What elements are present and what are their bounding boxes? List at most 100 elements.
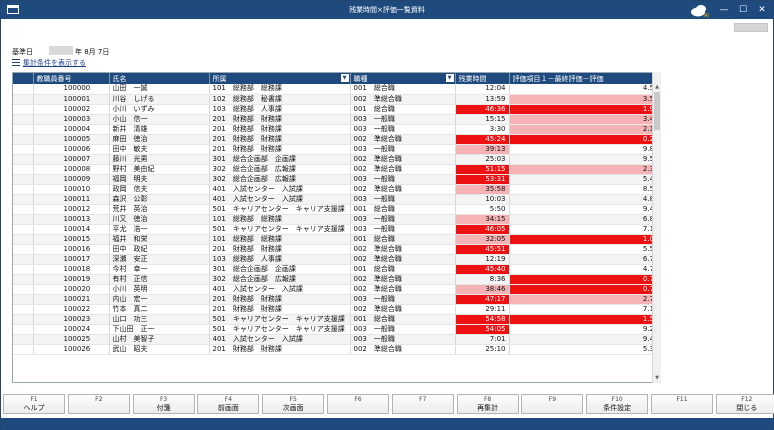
job-type-cell[interactable]: 003 一般職 xyxy=(350,194,456,205)
employee-id-cell[interactable]: 100018 xyxy=(33,264,110,275)
evaluation-cell[interactable]: 0.70 xyxy=(509,284,660,295)
table-row[interactable]: 100009 福岡 明夫 302 総合企画部 広報課 003 一般職 53:31 5.40 xyxy=(13,174,660,185)
table-row[interactable]: 100005 麻田 徳治 201 財務部 財務課 002 準総合職 45:24 0.20 xyxy=(13,134,660,145)
overtime-cell[interactable]: 15:15 xyxy=(455,114,510,125)
row-header-cell[interactable] xyxy=(13,274,34,285)
name-cell[interactable]: 山村 美智子 xyxy=(109,334,210,345)
table-row[interactable]: 100022 竹本 真二 201 財務部 財務課 002 準総合職 29:11 7.10 xyxy=(13,304,660,315)
table-row[interactable]: 100020 小川 英明 401 入試センター 入試課 002 準総合職 38:46 0.… xyxy=(13,284,660,295)
department-cell[interactable]: 101 総務部 総務課 xyxy=(209,84,351,95)
job-type-cell[interactable]: 002 準総合職 xyxy=(350,154,456,165)
job-type-cell[interactable]: 002 準総合職 xyxy=(350,244,456,255)
job-type-cell[interactable]: 001 総合職 xyxy=(350,264,456,275)
evaluation-cell[interactable]: 9.40 xyxy=(509,204,660,215)
department-cell[interactable]: 201 財務部 財務課 xyxy=(209,144,351,155)
overtime-cell[interactable]: 10:03 xyxy=(455,194,510,205)
table-row[interactable]: 100013 川又 徳治 101 総務部 総務課 003 一般職 34:15 6.80 xyxy=(13,214,660,225)
filter-dropdown-icon[interactable]: ▼ xyxy=(445,74,454,82)
row-header-cell[interactable] xyxy=(13,304,34,315)
fkey-f8-button[interactable]: F8 再集計 xyxy=(456,394,519,414)
row-header-cell[interactable] xyxy=(13,104,34,115)
overtime-cell[interactable]: 35:58 xyxy=(455,184,510,195)
table-row[interactable]: 100015 福井 和栄 101 総務部 総務課 001 総合職 32:05 1.00 xyxy=(13,234,660,245)
evaluation-cell[interactable]: 8.50 xyxy=(509,184,660,195)
fkey-f3-button[interactable]: F3 付箋 xyxy=(132,394,195,414)
name-cell[interactable]: 下山田 正一 xyxy=(109,324,210,335)
row-header-cell[interactable] xyxy=(13,204,34,215)
row-header-cell[interactable] xyxy=(13,244,34,255)
evaluation-cell[interactable]: 7.10 xyxy=(509,304,660,315)
employee-id-cell[interactable]: 100006 xyxy=(33,144,110,155)
name-cell[interactable]: 有村 正信 xyxy=(109,274,210,285)
overtime-cell[interactable]: 25:03 xyxy=(455,154,510,165)
name-cell[interactable]: 小山 信一 xyxy=(109,114,210,125)
job-type-cell[interactable]: 003 一般職 xyxy=(350,124,456,135)
evaluation-cell[interactable]: 2.70 xyxy=(509,294,660,305)
table-row[interactable]: 100001 川谷 しげる 102 総務部 秘書課 002 準総合職 13:59 3.50 xyxy=(13,94,660,105)
table-row[interactable]: 100025 山村 美智子 401 入試センター 入試課 003 一般職 7:01 9.4… xyxy=(13,334,660,345)
name-cell[interactable]: 竹本 真二 xyxy=(109,304,210,315)
name-cell[interactable]: 今村 幸一 xyxy=(109,264,210,275)
employee-id-cell[interactable]: 100012 xyxy=(33,204,110,215)
row-header-cell[interactable] xyxy=(13,184,34,195)
filter-dropdown-icon[interactable]: ▼ xyxy=(340,74,349,82)
name-cell[interactable]: 深瀬 安正 xyxy=(109,254,210,265)
row-header-cell[interactable] xyxy=(13,94,34,105)
name-cell[interactable]: 藤川 光男 xyxy=(109,154,210,165)
job-type-cell[interactable]: 002 準総合職 xyxy=(350,164,456,175)
table-row[interactable]: 100006 田中 敏夫 201 財務部 財務課 003 一般職 39:13 9.80 xyxy=(13,144,660,155)
header-department[interactable]: 所属 ▼ xyxy=(209,73,351,84)
overtime-cell[interactable]: 54:05 xyxy=(455,324,510,335)
table-row[interactable]: 100016 田中 政紀 201 財務部 財務課 002 準総合職 45:51 5.50 xyxy=(13,244,660,255)
employee-id-cell[interactable]: 100015 xyxy=(33,234,110,245)
job-type-cell[interactable]: 002 準総合職 xyxy=(350,184,456,195)
table-row[interactable]: 100008 野村 美由紀 302 総合企画部 広報課 002 準総合職 51:15 2.… xyxy=(13,164,660,175)
row-header-cell[interactable] xyxy=(13,224,34,235)
department-cell[interactable]: 201 財務部 財務課 xyxy=(209,134,351,145)
name-cell[interactable]: 田中 政紀 xyxy=(109,244,210,255)
department-cell[interactable]: 501 キャリアセンター キャリア支援課 xyxy=(209,224,351,235)
job-type-cell[interactable]: 003 一般職 xyxy=(350,294,456,305)
table-row[interactable]: 100000 山田 一誠 101 総務部 総務課 001 総合職 12:04 4.50 xyxy=(13,84,660,95)
overtime-cell[interactable]: 34:15 xyxy=(455,214,510,225)
header-job-type[interactable]: 職種 ▼ xyxy=(350,73,456,84)
row-header-cell[interactable] xyxy=(13,214,34,225)
table-row[interactable]: 100010 政岡 信夫 401 入試センター 入試課 002 準総合職 35:58 8.… xyxy=(13,184,660,195)
job-type-cell[interactable]: 003 一般職 xyxy=(350,224,456,235)
table-row[interactable]: 100014 平尤 浩一 501 キャリアセンター キャリア支援課 003 一般職 46… xyxy=(13,224,660,235)
table-row[interactable]: 100026 武山 昭夫 201 財務部 財務課 002 準総合職 25:10 5.30 xyxy=(13,344,660,355)
job-type-cell[interactable]: 002 準総合職 xyxy=(350,94,456,105)
department-cell[interactable]: 302 総合企画部 広報課 xyxy=(209,174,351,185)
job-type-cell[interactable]: 002 準総合職 xyxy=(350,254,456,265)
row-header-cell[interactable] xyxy=(13,174,34,185)
employee-id-cell[interactable]: 100010 xyxy=(33,184,110,195)
fkey-f4-button[interactable]: F4 前画面 xyxy=(197,394,260,414)
evaluation-cell[interactable]: 6.70 xyxy=(509,254,660,265)
evaluation-cell[interactable]: 4.50 xyxy=(509,84,660,95)
employee-id-cell[interactable]: 100022 xyxy=(33,304,110,315)
row-header-cell[interactable] xyxy=(13,114,34,125)
department-cell[interactable]: 103 総務部 人事課 xyxy=(209,104,351,115)
evaluation-cell[interactable]: 1.50 xyxy=(509,314,660,325)
employee-id-cell[interactable]: 100007 xyxy=(33,154,110,165)
header-evaluation[interactable]: 評価項目１－最終評価－評価▼ xyxy=(509,73,660,84)
table-row[interactable]: 100004 新井 清雄 201 財務部 財務課 003 一般職 3:30 2.10 xyxy=(13,124,660,135)
evaluation-cell[interactable]: 9.40 xyxy=(509,334,660,345)
name-cell[interactable]: 川谷 しげる xyxy=(109,94,210,105)
employee-id-cell[interactable]: 100013 xyxy=(33,214,110,225)
scroll-down-icon[interactable]: ▼ xyxy=(655,375,659,381)
table-row[interactable]: 100012 荒井 英治 501 キャリアセンター キャリア支援課 001 総合職 5:… xyxy=(13,204,660,215)
header-employee-id[interactable]: 教職員番号 xyxy=(33,73,110,84)
row-header-cell[interactable] xyxy=(13,144,34,155)
department-cell[interactable]: 101 総務部 総務課 xyxy=(209,214,351,225)
department-cell[interactable]: 201 財務部 財務課 xyxy=(209,124,351,135)
overtime-cell[interactable]: 51:15 xyxy=(455,164,510,175)
overtime-cell[interactable]: 38:46 xyxy=(455,284,510,295)
fkey-f10-button[interactable]: F10 条件設定 xyxy=(586,394,649,414)
summary-link-text[interactable]: 集計条件を表示する xyxy=(23,59,86,67)
evaluation-cell[interactable]: 0.70 xyxy=(509,274,660,285)
overtime-cell[interactable]: 46:36 xyxy=(455,104,510,115)
scroll-up-icon[interactable]: ▲ xyxy=(655,84,659,90)
overtime-cell[interactable]: 3:30 xyxy=(455,124,510,135)
name-cell[interactable]: 麻田 徳治 xyxy=(109,134,210,145)
